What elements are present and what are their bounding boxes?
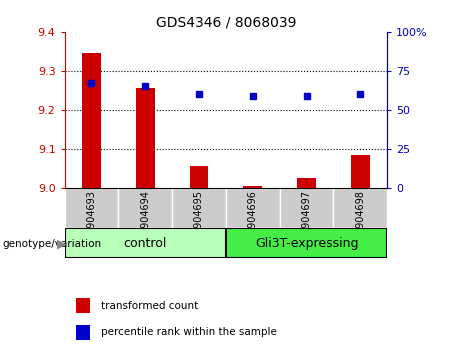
Bar: [297, 178, 316, 188]
Text: ▶: ▶: [58, 237, 67, 250]
Bar: [136, 88, 154, 188]
Bar: [65, 228, 226, 258]
Text: GSM904698: GSM904698: [355, 190, 366, 249]
Bar: [76, 298, 90, 313]
Bar: [243, 185, 262, 188]
Text: genotype/variation: genotype/variation: [2, 239, 101, 249]
Bar: [172, 188, 226, 228]
Title: GDS4346 / 8068039: GDS4346 / 8068039: [156, 15, 296, 29]
Bar: [118, 188, 172, 228]
Bar: [333, 188, 387, 228]
Text: GSM904697: GSM904697: [301, 190, 312, 249]
Bar: [82, 53, 101, 188]
Bar: [226, 188, 280, 228]
Text: percentile rank within the sample: percentile rank within the sample: [101, 327, 278, 337]
Bar: [65, 188, 118, 228]
Text: transformed count: transformed count: [101, 301, 199, 310]
Bar: [226, 228, 387, 258]
Bar: [280, 188, 333, 228]
Text: GSM904696: GSM904696: [248, 190, 258, 249]
Bar: [189, 166, 208, 188]
Bar: [351, 154, 370, 188]
Text: control: control: [124, 237, 167, 250]
Text: GSM904695: GSM904695: [194, 190, 204, 249]
Text: GSM904694: GSM904694: [140, 190, 150, 249]
Bar: [76, 325, 90, 339]
Text: Gli3T-expressing: Gli3T-expressing: [255, 237, 358, 250]
Text: GSM904693: GSM904693: [86, 190, 96, 249]
